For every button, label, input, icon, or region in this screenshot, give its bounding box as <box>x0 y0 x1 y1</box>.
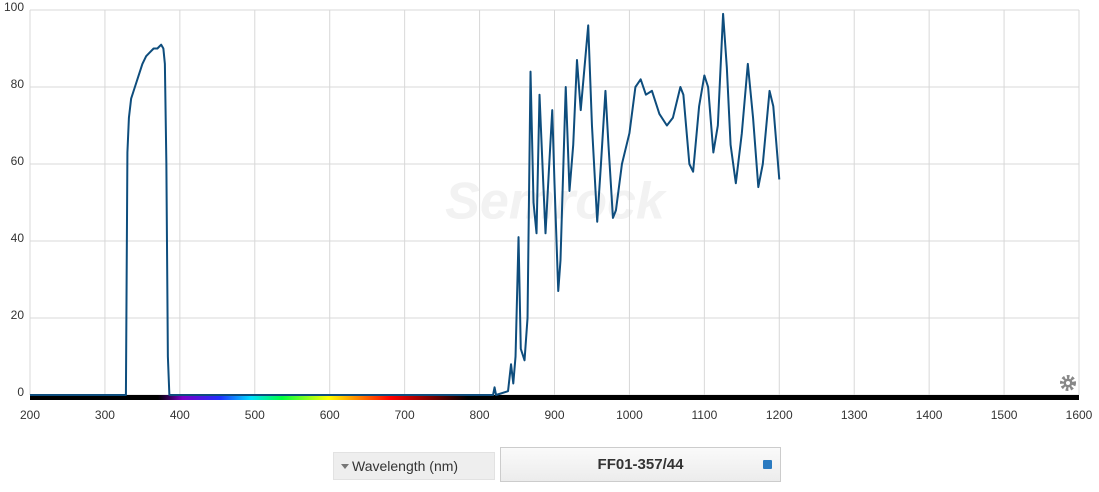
save-icon[interactable] <box>763 460 772 469</box>
filter-title: FF01-357/44 <box>500 447 781 482</box>
x-tick-label: 1100 <box>691 408 717 422</box>
x-tick-label: 200 <box>20 408 40 422</box>
y-tick-label: 20 <box>11 308 25 322</box>
x-tick-label: 1600 <box>1066 408 1093 422</box>
y-tick-label: 40 <box>11 231 25 245</box>
y-tick-label: 60 <box>11 154 25 168</box>
x-tick-label: 500 <box>245 408 265 422</box>
x-tick-label: 1500 <box>991 408 1018 422</box>
settings-icon[interactable] <box>1060 375 1076 391</box>
x-tick-label: 800 <box>470 408 490 422</box>
x-axis-selector[interactable]: Wavelength (nm) <box>333 452 495 480</box>
data-line <box>30 12 781 396</box>
x-tick-label: 900 <box>544 408 564 422</box>
x-tick-label: 600 <box>320 408 340 422</box>
x-tick-label: 1300 <box>841 408 868 422</box>
x-tick-label: 1400 <box>916 408 943 422</box>
x-tick-label: 1200 <box>766 408 793 422</box>
visible-spectrum <box>158 395 468 400</box>
y-tick-label: 80 <box>11 77 25 91</box>
spectrum-bar <box>30 395 1079 400</box>
x-tick-label: 300 <box>95 408 115 422</box>
y-tick-label: 0 <box>17 385 24 399</box>
title-text: FF01-357/44 <box>597 456 684 473</box>
x-tick-label: 1000 <box>616 408 643 422</box>
x-tick-label: 700 <box>395 408 415 422</box>
y-tick-label: 100 <box>4 0 24 14</box>
x-tick-label: 400 <box>170 408 190 422</box>
